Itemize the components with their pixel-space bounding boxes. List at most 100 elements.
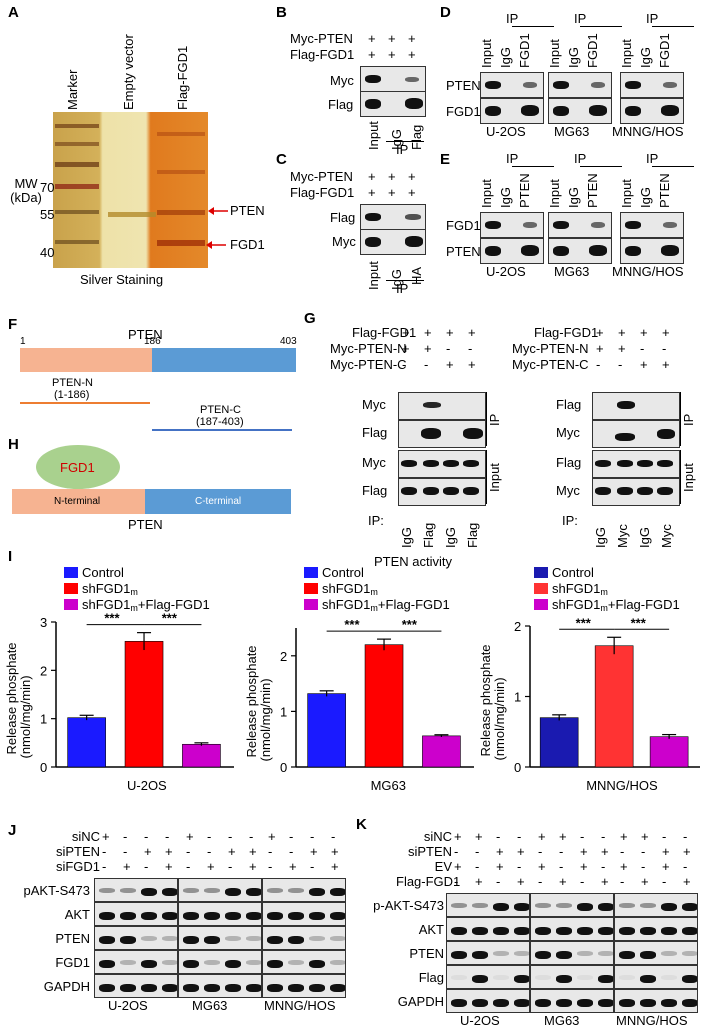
i-suptitle: PTEN activity bbox=[374, 554, 453, 569]
band bbox=[120, 960, 136, 965]
band bbox=[514, 927, 529, 935]
band bbox=[523, 222, 537, 228]
legend-label: shFGD1m+Flag-FGD1 bbox=[82, 597, 210, 613]
y-tick-label: 0 bbox=[514, 760, 521, 775]
c-ip-line bbox=[386, 280, 424, 281]
lane-label: PTEN bbox=[585, 173, 600, 208]
cell-line-label: MG63 bbox=[554, 124, 590, 139]
g-sign: + bbox=[662, 325, 670, 340]
wb-sign: - bbox=[144, 829, 149, 844]
g-row-label: Myc-PTEN-C bbox=[512, 357, 589, 372]
wb-blot-label: PTEN bbox=[55, 931, 90, 946]
sig-stars: *** bbox=[104, 611, 120, 626]
c-sign: + bbox=[388, 185, 396, 200]
b-sign: + bbox=[368, 31, 376, 46]
lane-label: IgG bbox=[638, 187, 653, 208]
lane-label-marker: Marker bbox=[65, 69, 80, 110]
c-sign: + bbox=[368, 169, 376, 184]
wb-sign: + bbox=[331, 844, 339, 859]
band bbox=[661, 903, 677, 911]
g-sign: + bbox=[596, 341, 604, 356]
band bbox=[162, 912, 177, 920]
legend-swatch bbox=[304, 567, 318, 578]
wb-sign: + bbox=[559, 874, 567, 889]
ip-line bbox=[652, 26, 694, 27]
mw-label: MW (kDa) bbox=[10, 176, 42, 205]
wb-sign: - bbox=[662, 829, 667, 844]
wb-blot bbox=[262, 902, 346, 926]
wb-sign: - bbox=[538, 874, 543, 889]
band bbox=[330, 912, 345, 920]
wb-sign: - bbox=[165, 829, 170, 844]
blot-top bbox=[620, 72, 684, 98]
band bbox=[309, 960, 325, 968]
g-input-label: Input bbox=[487, 463, 502, 492]
wb-sign: - bbox=[620, 874, 625, 889]
wb-sign: + bbox=[165, 844, 173, 859]
band bbox=[99, 912, 115, 920]
band bbox=[556, 951, 572, 959]
panel-h-letter: H bbox=[8, 436, 19, 453]
wb-sign: - bbox=[123, 829, 128, 844]
h-fgd1-oval bbox=[36, 445, 120, 489]
band bbox=[288, 960, 304, 965]
wb-blot bbox=[262, 878, 346, 902]
band bbox=[183, 888, 199, 893]
band bbox=[162, 888, 177, 896]
y-label-unit: (nmol/mg/min) bbox=[18, 675, 33, 758]
ip-line bbox=[512, 26, 554, 27]
wb-sign: + bbox=[683, 844, 691, 859]
g-blot-label: Flag bbox=[556, 455, 582, 470]
band bbox=[225, 912, 241, 920]
band bbox=[401, 487, 417, 495]
band bbox=[657, 429, 675, 439]
wb-blot bbox=[178, 950, 262, 974]
g-input-bracket bbox=[486, 450, 487, 504]
lane-label: FGD1 bbox=[517, 33, 532, 68]
g-sign: + bbox=[640, 357, 648, 372]
band bbox=[330, 936, 345, 941]
legend-swatch bbox=[304, 599, 318, 610]
cell-line-label: U-2OS bbox=[486, 264, 526, 279]
f-n-domain bbox=[20, 348, 152, 372]
band bbox=[451, 927, 467, 935]
b-sign: + bbox=[408, 47, 416, 62]
f-c-range: (187-403) bbox=[196, 416, 244, 428]
wb-sign: - bbox=[249, 829, 254, 844]
wb-sign: + bbox=[641, 829, 649, 844]
band bbox=[288, 912, 304, 920]
lane-label: PTEN bbox=[517, 173, 532, 208]
band bbox=[619, 975, 635, 980]
wb-row-label: siPTEN bbox=[55, 844, 100, 859]
b-sign: + bbox=[408, 31, 416, 46]
wb-blot bbox=[262, 926, 346, 950]
legend-swatch bbox=[64, 583, 78, 594]
wb-sign: + bbox=[496, 859, 504, 874]
band bbox=[556, 975, 572, 983]
mw-40: 40 bbox=[40, 245, 55, 260]
band bbox=[663, 82, 677, 88]
wb-sign: - bbox=[310, 859, 315, 874]
c-blot-myc bbox=[360, 229, 426, 255]
legend-swatch bbox=[534, 567, 548, 578]
bar bbox=[594, 645, 634, 768]
band bbox=[591, 82, 605, 88]
f-title: PTEN bbox=[128, 327, 163, 342]
wb-sign: + bbox=[620, 829, 628, 844]
arrow-label-fgd1: FGD1 bbox=[230, 237, 265, 252]
band bbox=[640, 951, 656, 959]
wb-sign: - bbox=[102, 844, 107, 859]
h-c-terminal bbox=[145, 489, 291, 514]
g-ip-blot bbox=[398, 420, 486, 448]
ip-line bbox=[580, 26, 622, 27]
wb-sign: + bbox=[207, 859, 215, 874]
h-fgd1-label: FGD1 bbox=[60, 460, 95, 475]
wb-blot-label: pAKT-S473 bbox=[23, 883, 91, 898]
band bbox=[309, 984, 325, 992]
wb-sign: - bbox=[454, 844, 459, 859]
band bbox=[493, 999, 509, 1007]
legend-swatch bbox=[64, 567, 78, 578]
wb-sign: - bbox=[683, 859, 688, 874]
wb-cell-label: MNNG/HOS bbox=[264, 998, 336, 1013]
bar bbox=[364, 644, 404, 768]
